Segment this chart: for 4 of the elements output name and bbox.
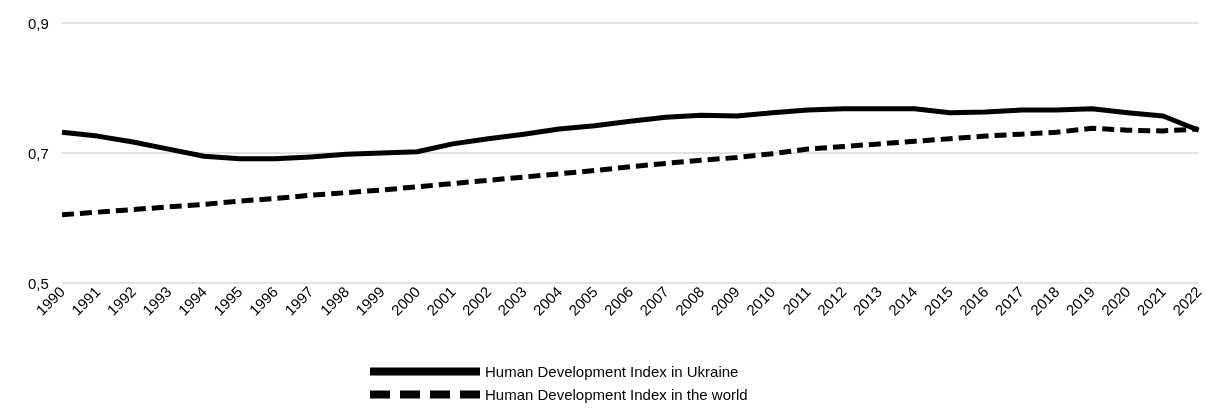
y-tick-label: 0,9: [28, 14, 49, 32]
y-tick-label: 0,7: [28, 144, 49, 162]
legend-label: Human Development Index in the world: [485, 386, 748, 403]
legend-label: Human Development Index in Ukraine: [485, 363, 739, 380]
